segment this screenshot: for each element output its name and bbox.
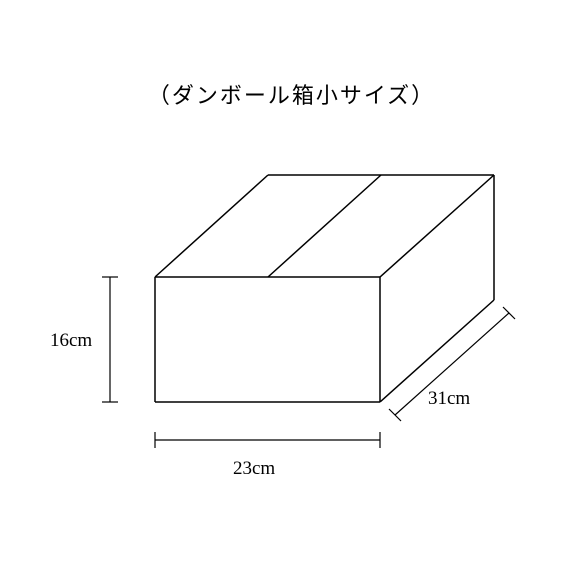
- width-label: 23cm: [233, 458, 275, 480]
- box-seam: [268, 175, 381, 277]
- box-edge: [380, 300, 494, 402]
- height-label: 16cm: [50, 330, 92, 352]
- box-edge: [155, 175, 268, 277]
- depth-label: 31cm: [428, 388, 470, 410]
- box-edge: [380, 175, 494, 277]
- box-diagram: [0, 0, 583, 583]
